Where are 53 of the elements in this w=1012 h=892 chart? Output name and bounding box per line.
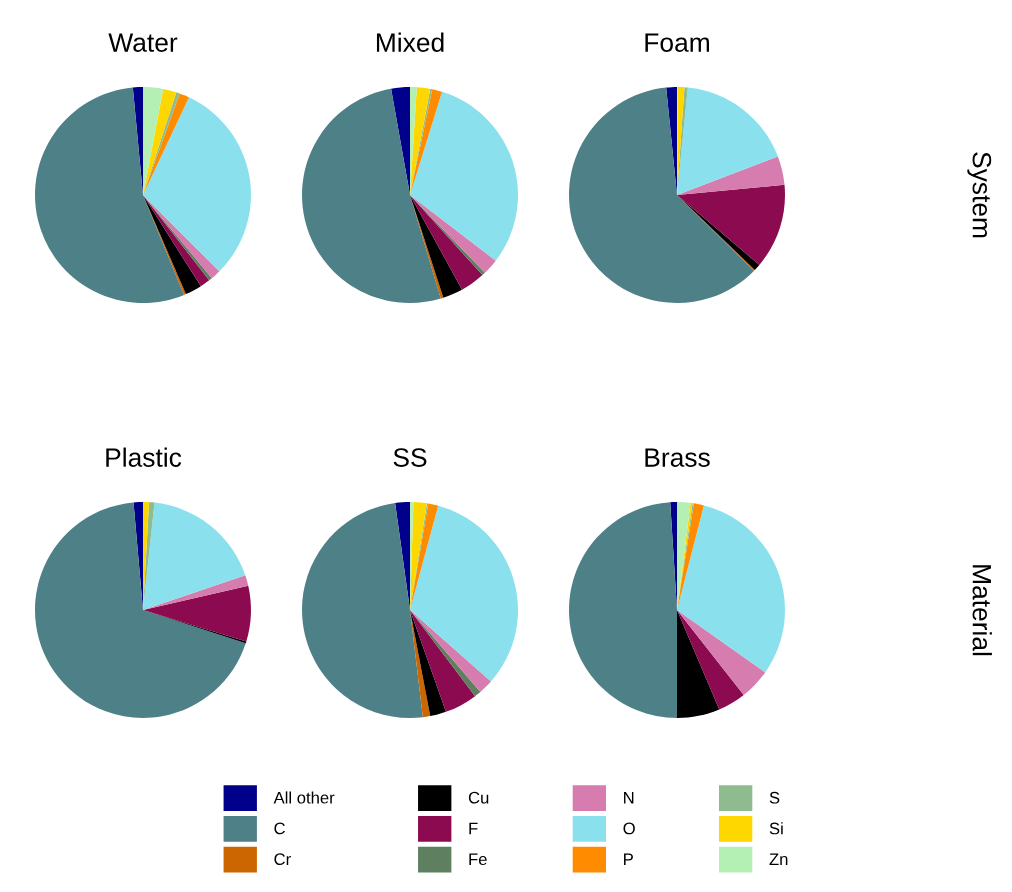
- pie-slice: [410, 91, 518, 261]
- pie-slice: [410, 610, 446, 717]
- pie-slice: [143, 195, 186, 295]
- pie-slice: [143, 585, 251, 642]
- pie-slice: [410, 610, 431, 718]
- pie-slice: [569, 87, 754, 303]
- pie-slice: [410, 610, 492, 692]
- chart-title: Brass: [645, 448, 710, 467]
- legend-label: C: [274, 822, 285, 835]
- pie-slice: [677, 184, 785, 265]
- pie-slice: [302, 88, 441, 303]
- chart-title: SS: [393, 448, 427, 467]
- chart-title: Plastic: [106, 447, 182, 467]
- pie-slice: [410, 610, 476, 712]
- pie-slice: [391, 87, 410, 195]
- legend-label: Fe: [469, 853, 487, 866]
- pie-slice: [143, 195, 201, 295]
- pie-slice: [677, 503, 704, 610]
- pie-slice: [677, 610, 744, 710]
- legend-label: Zn: [769, 853, 788, 865]
- text: System: [967, 152, 992, 238]
- pie-slice: [569, 502, 677, 718]
- pie-slice: [410, 195, 496, 273]
- pie-slice: [410, 505, 518, 682]
- pie-slice: [302, 503, 423, 718]
- text: Material: [972, 565, 992, 656]
- chart-title: Mixed: [376, 32, 444, 52]
- pie-slice: [143, 93, 189, 195]
- legend-label: F: [469, 822, 478, 835]
- legend-label: S: [769, 791, 780, 804]
- pie-slice: [410, 195, 463, 298]
- pie-slice: [143, 97, 251, 272]
- pie-slice: [410, 195, 483, 290]
- legend-label: Cu: [468, 791, 489, 804]
- chart-title: Foam: [645, 33, 709, 52]
- pie-slice: [143, 502, 246, 610]
- legend-label: Cr: [274, 853, 291, 866]
- legend-label: Si: [769, 822, 783, 835]
- legend-label: All other: [273, 791, 335, 804]
- chart-title: Water: [108, 33, 178, 52]
- legend-label: O: [623, 822, 635, 835]
- pie-slice: [677, 505, 785, 673]
- legend-label: P: [624, 853, 633, 865]
- pie-slice: [677, 610, 766, 695]
- pie-slice: [143, 575, 249, 610]
- pie-slice: [677, 610, 720, 718]
- pie-slice: [35, 87, 185, 303]
- pie-slice: [677, 156, 785, 195]
- pie-slice: [410, 503, 439, 610]
- pie-slice: [35, 502, 246, 718]
- pie-slice: [143, 87, 164, 195]
- legend-label: N: [624, 791, 634, 804]
- pie-slice: [677, 87, 778, 195]
